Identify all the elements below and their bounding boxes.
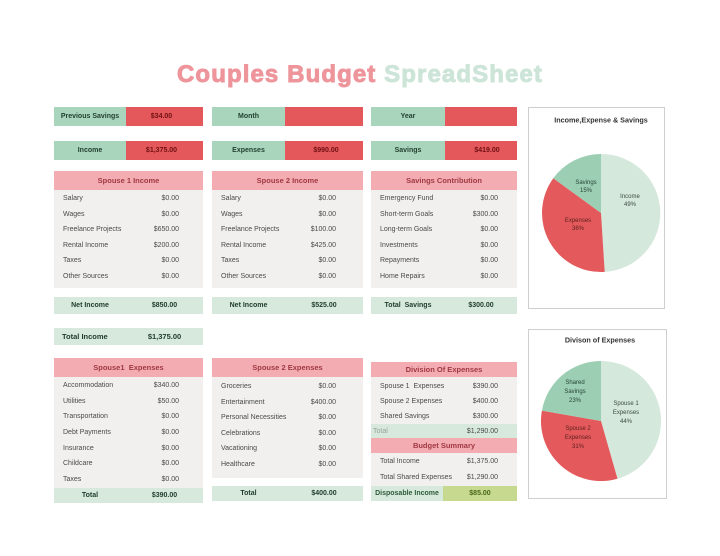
svg-text:31%: 31%	[572, 444, 585, 450]
svg-text:Divison of Expenses: Divison of Expenses	[565, 336, 635, 345]
svg-text:49%: 49%	[624, 202, 637, 208]
svg-text:23%: 23%	[569, 398, 582, 404]
svg-text:Income: Income	[620, 194, 640, 200]
svg-text:Savings: Savings	[564, 389, 585, 395]
svg-text:Spouse 2: Spouse 2	[565, 426, 591, 432]
svg-text:Expenses: Expenses	[565, 435, 591, 441]
svg-text:44%: 44%	[620, 419, 633, 425]
svg-text:Expenses: Expenses	[565, 218, 591, 224]
svg-text:Expenses: Expenses	[613, 410, 639, 416]
svg-text:Spouse 1: Spouse 1	[613, 401, 639, 407]
svg-text:36%: 36%	[572, 226, 585, 232]
svg-text:15%: 15%	[580, 188, 593, 194]
svg-text:Savings: Savings	[575, 180, 596, 186]
svg-text:Shared: Shared	[565, 380, 584, 386]
svg-text:Income,Expense & Savings: Income,Expense & Savings	[554, 116, 647, 125]
